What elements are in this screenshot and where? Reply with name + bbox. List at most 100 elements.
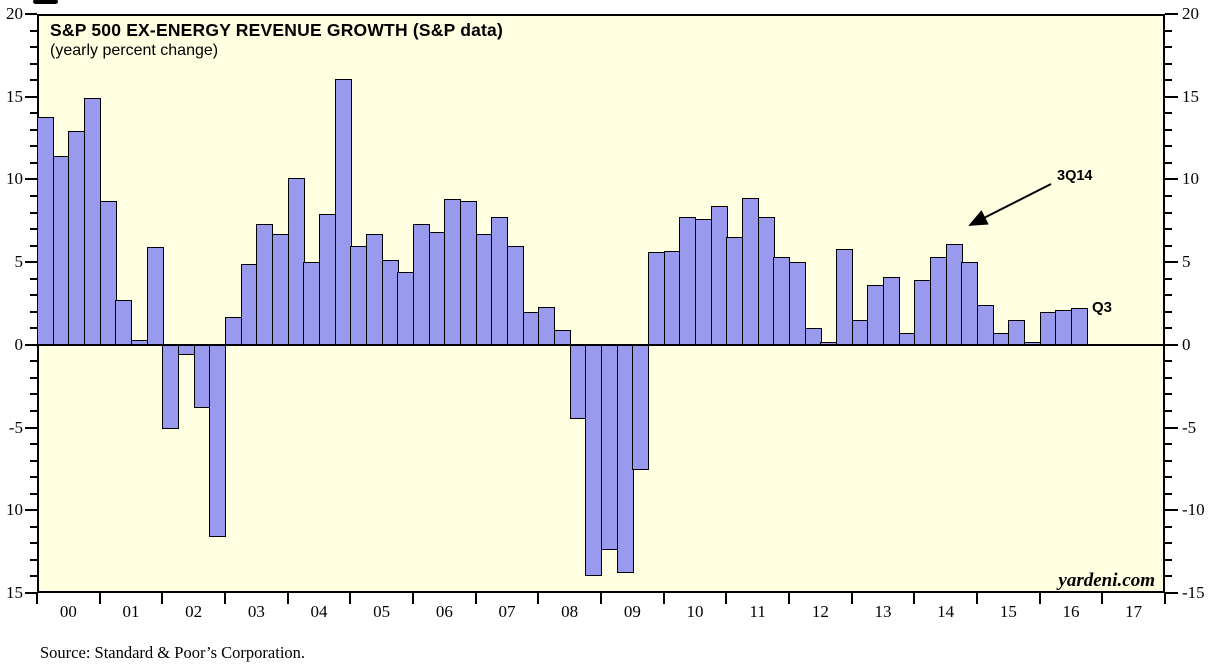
- y-major-tick: [25, 343, 37, 346]
- y-minor-tick: [1165, 393, 1172, 396]
- y-major-tick: [1165, 426, 1178, 429]
- y-minor-tick: [1165, 443, 1172, 446]
- x-year-label: 04: [310, 602, 328, 621]
- y-major-tick: [1165, 95, 1178, 98]
- y-major-tick: [25, 509, 37, 512]
- x-year-label: 02: [185, 602, 203, 621]
- x-year-label: 17: [1125, 602, 1143, 621]
- bar: [522, 311, 540, 347]
- bar: [240, 263, 258, 347]
- y-axis-label-left: 10: [6, 500, 23, 520]
- bar: [836, 248, 854, 347]
- y-minor-tick: [1165, 211, 1172, 214]
- y-major-tick: [1165, 592, 1178, 594]
- y-minor-tick: [30, 62, 37, 65]
- y-major-tick: [1165, 509, 1178, 512]
- bar: [460, 200, 478, 347]
- bar: [52, 156, 70, 347]
- x-year-label: 14: [937, 602, 955, 621]
- x-year-tick: [474, 593, 477, 604]
- y-axis-label-left: 15: [6, 86, 23, 106]
- y-minor-tick: [30, 211, 37, 214]
- y-minor-tick: [1165, 29, 1172, 32]
- bar: [585, 344, 603, 577]
- y-minor-tick: [1165, 575, 1172, 578]
- x-year-tick: [537, 593, 540, 604]
- y-minor-tick: [30, 228, 37, 231]
- bar: [538, 306, 556, 347]
- y-minor-tick: [30, 443, 37, 446]
- x-year-tick: [788, 593, 790, 604]
- x-year-label: 08: [561, 602, 579, 621]
- bar: [99, 200, 117, 347]
- x-year-tick: [36, 593, 38, 604]
- x-year-tick: [850, 593, 853, 604]
- y-minor-tick: [30, 393, 37, 396]
- y-minor-tick: [30, 277, 37, 280]
- y-axis-label-right: 5: [1182, 252, 1191, 272]
- y-minor-tick: [30, 29, 37, 32]
- bar: [914, 280, 932, 347]
- y-minor-tick: [1165, 542, 1172, 545]
- y-minor-tick: [1165, 62, 1172, 65]
- bar: [37, 116, 55, 347]
- bar: [381, 260, 399, 347]
- bar: [1008, 320, 1026, 347]
- x-year-tick: [913, 593, 916, 604]
- y-minor-tick: [1165, 128, 1172, 131]
- bar: [334, 78, 352, 347]
- y-axis-label-right: -15: [1182, 583, 1205, 602]
- bar: [162, 344, 180, 430]
- bar: [569, 344, 587, 420]
- bar: [726, 237, 744, 347]
- bar: [287, 177, 305, 347]
- y-axis-label-right: -10: [1182, 500, 1205, 520]
- x-year-label: 16: [1062, 602, 1080, 621]
- y-axis-label-right: 10: [1182, 169, 1199, 189]
- zero-line: [37, 344, 1165, 346]
- y-minor-tick: [1165, 228, 1172, 231]
- y-minor-tick: [1165, 194, 1172, 197]
- y-minor-tick: [1165, 376, 1172, 379]
- x-year-label: 09: [623, 602, 641, 621]
- y-major-tick: [1165, 261, 1178, 264]
- y-minor-tick: [30, 244, 37, 247]
- y-axis-label-left: 20: [6, 4, 23, 23]
- y-minor-tick: [1165, 476, 1172, 479]
- bar: [397, 272, 415, 347]
- y-minor-tick: [30, 161, 37, 164]
- bar: [789, 262, 807, 347]
- x-year-tick: [286, 593, 289, 604]
- y-minor-tick: [30, 459, 37, 462]
- x-year-tick: [412, 593, 414, 604]
- y-minor-tick: [30, 194, 37, 197]
- bar: [350, 245, 368, 347]
- y-minor-tick: [1165, 145, 1172, 148]
- y-axis-label-right: -5: [1182, 417, 1197, 437]
- y-major-tick: [1165, 178, 1178, 181]
- bar: [428, 232, 446, 347]
- bar: [178, 344, 196, 355]
- y-minor-tick: [1165, 244, 1172, 247]
- bar: [507, 245, 525, 347]
- x-year-tick: [725, 593, 728, 604]
- y-minor-tick: [30, 525, 37, 528]
- x-year-label: 15: [999, 602, 1017, 621]
- y-minor-tick: [30, 476, 37, 479]
- x-year-label: 01: [122, 602, 140, 621]
- bar: [413, 224, 431, 347]
- y-minor-tick: [30, 79, 37, 82]
- y-minor-tick: [30, 310, 37, 313]
- y-minor-tick: [30, 575, 37, 578]
- y-minor-tick: [30, 410, 37, 413]
- bar: [475, 234, 493, 347]
- y-minor-tick: [1165, 112, 1172, 115]
- bar: [710, 205, 728, 347]
- bar: [616, 344, 634, 573]
- y-minor-tick: [30, 558, 37, 561]
- y-axis-label-left: 0: [14, 334, 24, 354]
- x-year-tick: [1164, 593, 1166, 604]
- y-axis-label-left: 15: [6, 583, 23, 602]
- y-minor-tick: [30, 46, 37, 49]
- bar: [225, 316, 243, 347]
